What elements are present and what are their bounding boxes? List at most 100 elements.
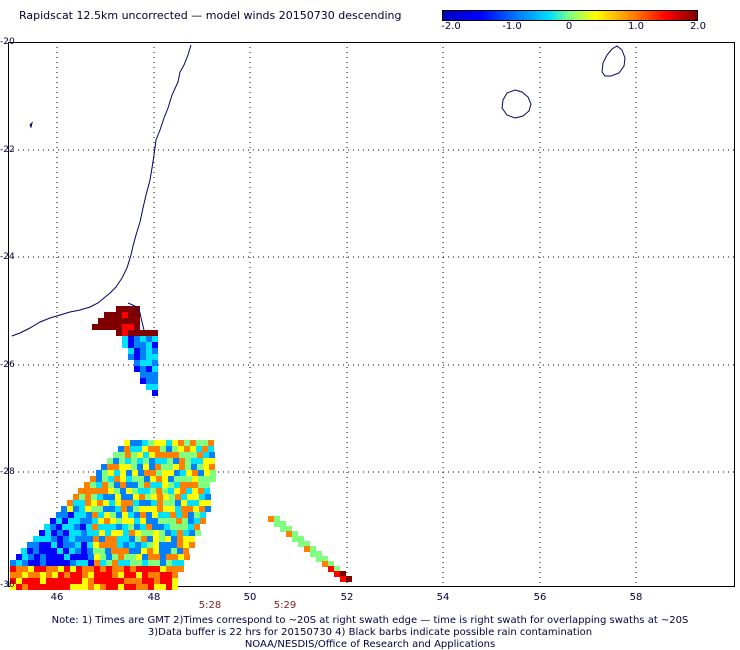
swath-pixel	[157, 506, 163, 512]
swath-pixel	[153, 548, 159, 554]
swath-pixel	[183, 542, 189, 548]
swath-pixel	[174, 482, 180, 488]
swath-pixel	[136, 554, 142, 560]
swath-pixel	[166, 566, 172, 572]
swath-pixel	[140, 372, 146, 378]
swath-pixel	[198, 488, 204, 494]
swath-pixel	[148, 440, 154, 446]
swath-pixel	[75, 548, 81, 554]
swath-pixel	[110, 324, 116, 330]
swath-pixel	[173, 452, 179, 458]
swath-pixel	[194, 512, 200, 518]
swath-pixel	[172, 446, 178, 452]
swath-pixel	[179, 458, 185, 464]
swath-pixel	[188, 512, 194, 518]
swath-pixel	[140, 354, 146, 360]
swath-pixel	[145, 506, 151, 512]
swath-pixel	[96, 488, 102, 494]
swath-pixel	[128, 518, 134, 524]
swath-pixel	[73, 500, 79, 506]
swath-pixel	[10, 566, 16, 572]
swath-pixel	[158, 512, 164, 518]
swath-pixel	[138, 488, 144, 494]
swath-pixel	[79, 500, 85, 506]
swath-pixel	[175, 506, 181, 512]
swath-pixel	[16, 584, 22, 590]
swath-pixel	[152, 330, 158, 336]
swath-pixel	[152, 372, 158, 378]
swath-pixel	[70, 584, 76, 590]
swath-pixel	[134, 512, 140, 518]
swath-pixel	[185, 458, 191, 464]
swath-pixel	[130, 584, 136, 590]
swath-pixel	[58, 554, 64, 560]
swath-pixel	[121, 506, 127, 512]
swath-pixel	[128, 342, 134, 348]
swath-pixel	[172, 584, 178, 590]
lon-label: 54	[436, 592, 450, 603]
swath-pixel	[96, 476, 102, 482]
swath-pixel	[162, 488, 168, 494]
swath-pixel	[94, 578, 100, 584]
swath-pixel	[69, 536, 75, 542]
swath-pixel	[126, 482, 132, 488]
swath-pixel	[142, 584, 148, 590]
swath-pixel	[203, 452, 209, 458]
swath-pixel	[80, 512, 86, 518]
swath-pixel	[181, 500, 187, 506]
swath-pixel	[203, 458, 209, 464]
swath-pixel	[187, 494, 193, 500]
swath-pixel	[98, 318, 104, 324]
swath-pixel	[166, 560, 172, 566]
colorbar-label: 0	[565, 21, 573, 32]
swath-pixel	[122, 330, 128, 336]
swath-pixel	[92, 524, 98, 530]
swath-pixel	[163, 500, 169, 506]
swath-pixel	[166, 584, 172, 590]
swath-pixel	[109, 494, 115, 500]
swath-pixel	[268, 516, 274, 522]
swath-pixel	[166, 554, 172, 560]
swath-pixel	[178, 554, 184, 560]
swath-pixel	[90, 476, 96, 482]
swath-pixel	[340, 571, 346, 577]
swath-pixel	[156, 476, 162, 482]
swath-pixel	[33, 542, 39, 548]
swath-pixel	[99, 548, 105, 554]
swath-pixel	[182, 524, 188, 530]
swath-pixel	[148, 566, 154, 572]
swath-pixel	[100, 560, 106, 566]
swath-pixel	[124, 566, 130, 572]
swath-pixel	[108, 470, 114, 476]
swath-pixel	[180, 476, 186, 482]
swath-pixel	[102, 482, 108, 488]
swath-pixel	[67, 500, 73, 506]
swath-pixel	[118, 584, 124, 590]
colorbar-label: 1.0	[628, 21, 644, 32]
swath-pixel	[10, 578, 16, 584]
swath-pixel	[52, 584, 58, 590]
swath-pixel	[138, 476, 144, 482]
swath-pixel	[170, 524, 176, 530]
swath-pixel	[146, 354, 152, 360]
swath-pixel	[85, 506, 91, 512]
swath-pixel	[39, 548, 45, 554]
swath-pixel	[136, 584, 142, 590]
swath-pixel	[64, 584, 70, 590]
swath-pixel	[52, 578, 58, 584]
swath-pixel	[113, 452, 119, 458]
swath-pixel	[128, 354, 134, 360]
swath-pixel	[135, 536, 141, 542]
swath-pixel	[119, 464, 125, 470]
swath-pixel	[155, 458, 161, 464]
swath-pixel	[199, 500, 205, 506]
swath-pixel	[80, 518, 86, 524]
swath-pixel	[58, 566, 64, 572]
swath-pixel	[122, 306, 128, 312]
swath-pixel	[40, 554, 46, 560]
swath-pixel	[120, 488, 126, 494]
swath-pixel	[134, 348, 140, 354]
swath-pixel	[130, 440, 136, 446]
swath-pixel	[153, 536, 159, 542]
swath-pixel	[136, 566, 142, 572]
